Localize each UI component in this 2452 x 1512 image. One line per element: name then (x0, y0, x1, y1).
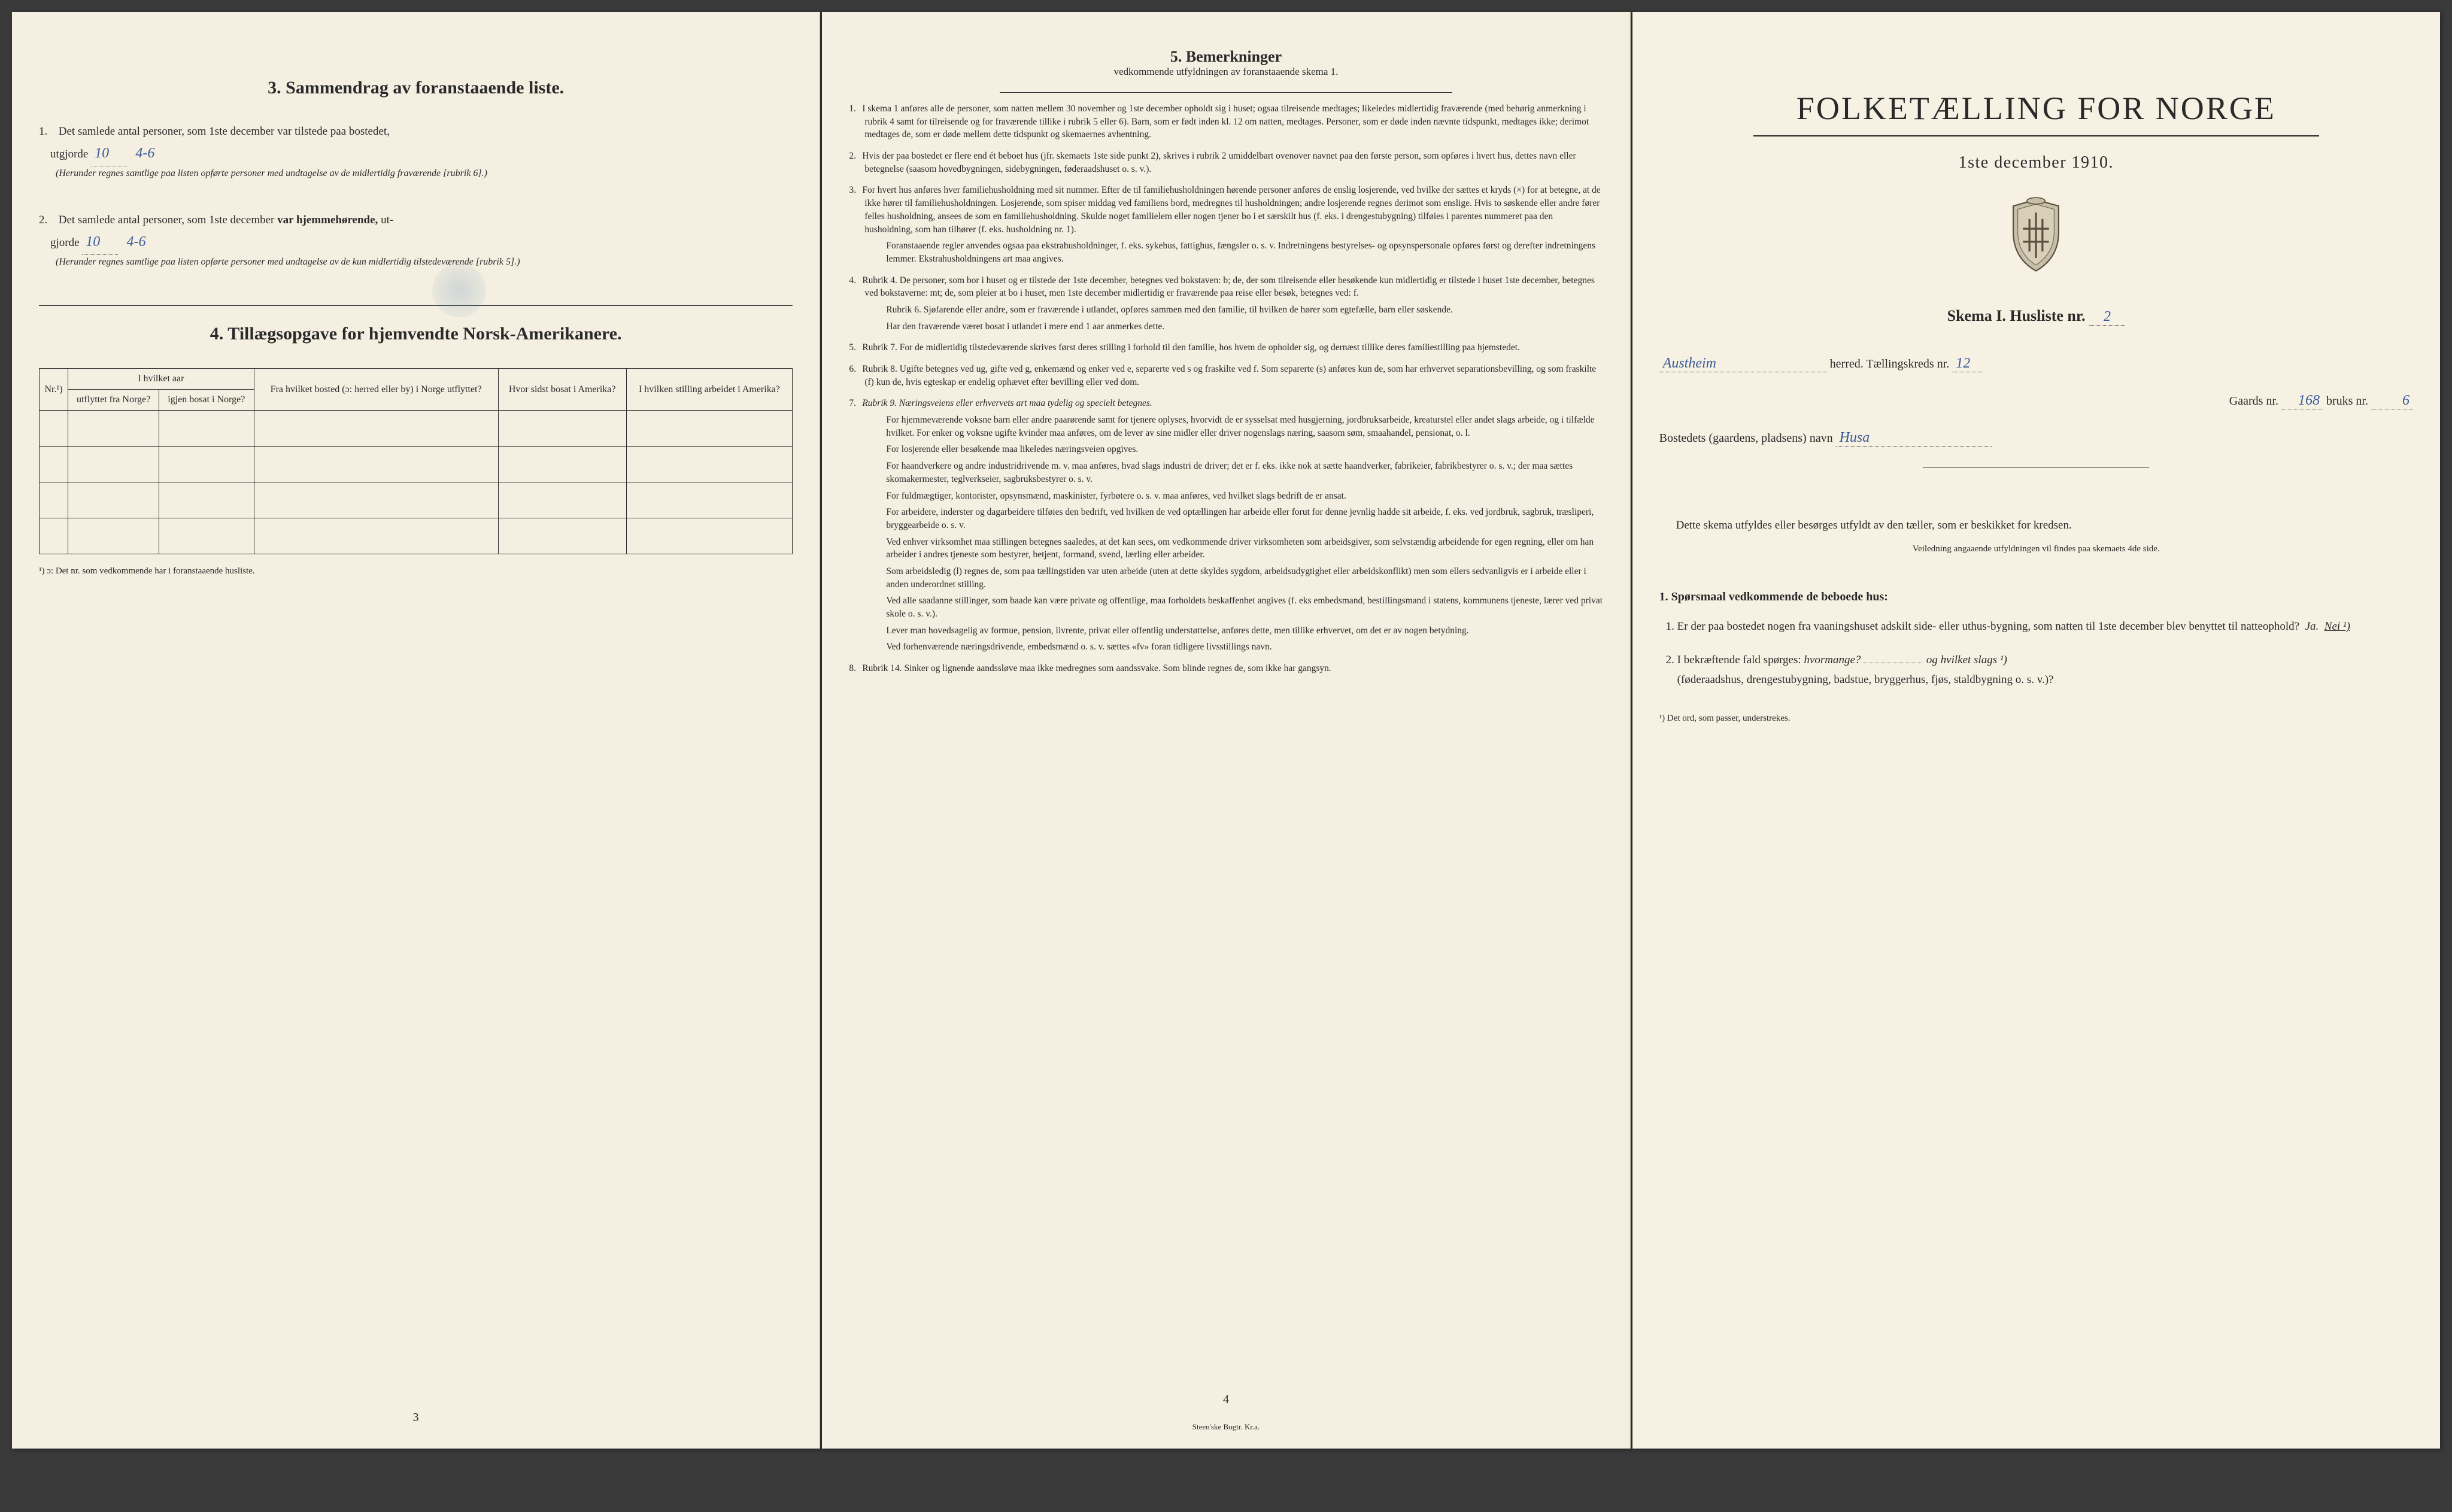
title-rule (1753, 135, 2319, 136)
coat-of-arms-icon (1659, 196, 2413, 277)
table-row (40, 411, 793, 447)
heading-rule (1000, 92, 1452, 93)
bem-item: 1.I skema 1 anføres alle de personer, so… (849, 102, 1603, 141)
amerikaner-table: Nr.¹) I hvilket aar Fra hvilket bosted (… (39, 368, 793, 554)
th-nr: Nr.¹) (40, 369, 68, 411)
page-3: 3. Sammendrag av foranstaaende liste. 1.… (12, 12, 820, 1449)
instruction-para: Dette skema utfyldes eller besørges utfy… (1659, 515, 2413, 536)
th-stilling: I hvilken stilling arbeidet i Amerika? (626, 369, 793, 411)
census-date: 1ste december 1910. (1659, 153, 2413, 172)
nei-selected: Nei ¹) (2324, 620, 2350, 633)
section-5-sub: vedkommende utfyldningen av foranstaaend… (849, 66, 1603, 78)
gaards-row: Gaards nr. 168 bruks nr. 6 (1659, 393, 2413, 409)
bem-item: 8.Rubrik 14. Sinker og lignende aandsslø… (849, 662, 1603, 675)
question-2: I bekræftende fald spørges: hvormange? o… (1677, 651, 2413, 690)
bem-item: 6.Rubrik 8. Ugifte betegnes ved ug, gift… (849, 363, 1603, 388)
herred-row: Austheim herred. Tællingskreds nr. 12 (1659, 356, 2413, 372)
bem-item: 3.For hvert hus anføres hver familiehush… (849, 184, 1603, 265)
bemerkninger-list: 1.I skema 1 anføres alle de personer, so… (849, 102, 1603, 675)
item-2-pre: Det samlede antal personer, som 1ste dec… (59, 214, 275, 226)
page-number-4: 4 (822, 1393, 1629, 1407)
question-1: Er der paa bostedet nogen fra vaaningshu… (1677, 617, 2413, 636)
section-3-heading: 3. Sammendrag av foranstaaende liste. (39, 78, 793, 98)
th-group: I hvilket aar (68, 369, 254, 390)
section-5-heading: 5. Bemerkninger (849, 48, 1603, 66)
item-1-value-2: 4-6 (135, 145, 154, 161)
bosted-value: Husa (1840, 430, 1870, 445)
bem-item: 5.Rubrik 7. For de midlertidig tilstedev… (849, 341, 1603, 354)
table-row (40, 482, 793, 518)
herred-value: Austheim (1663, 356, 1716, 371)
husliste-nr: 2 (2104, 309, 2111, 324)
document-spread: 3. Sammendrag av foranstaaende liste. 1.… (12, 12, 2440, 1449)
item-2: 2. Det samlede antal personer, som 1ste … (39, 211, 793, 269)
kreds-nr: 12 (1956, 356, 1970, 371)
item-2-label: gjorde (50, 236, 80, 249)
th-igjen: igjen bosat i Norge? (159, 390, 254, 411)
cover-footnote: ¹) Det ord, som passer, understrekes. (1659, 714, 2413, 724)
page-number-3: 3 (12, 1411, 820, 1425)
gaards-nr: 168 (2298, 393, 2320, 408)
table-footnote: ¹) ɔ: Det nr. som vedkommende har i fora… (39, 566, 793, 576)
question-heading: 1. Spørsmaal vedkommende de beboede hus: (1659, 590, 2413, 604)
main-title: FOLKETÆLLING FOR NORGE (1659, 90, 2413, 127)
question-list: Er der paa bostedet nogen fra vaaningshu… (1659, 617, 2413, 690)
item-2-note: (Herunder regnes samtlige paa listen opf… (56, 255, 793, 269)
page-4: 5. Bemerkninger vedkommende utfyldningen… (822, 12, 1630, 1449)
item-2-value-1: 10 (86, 234, 100, 250)
cover-page: FOLKETÆLLING FOR NORGE 1ste december 191… (1632, 12, 2440, 1449)
section-4-heading: 4. Tillægsopgave for hjemvendte Norsk-Am… (39, 324, 793, 344)
bruks-nr: 6 (2402, 393, 2409, 408)
item-1-label: utgjorde (50, 148, 88, 160)
item-2-bold: var hjemmehørende, (277, 214, 378, 226)
bem-item: 4.Rubrik 4. De personer, som bor i huset… (849, 274, 1603, 333)
table-row (40, 518, 793, 554)
th-amerika: Hvor sidst bosat i Amerika? (498, 369, 626, 411)
skema-line: Skema I. Husliste nr. 2 (1659, 307, 2413, 326)
item-1-text: Det samlede antal personer, som 1ste dec… (59, 125, 390, 138)
item-2-num: 2. (39, 211, 56, 230)
item-1-value-1: 10 (95, 145, 109, 161)
table-row (40, 447, 793, 482)
item-2-value-2: 4-6 (127, 234, 146, 250)
item-1-num: 1. (39, 122, 56, 141)
instruction-small: Veiledning angaaende utfyldningen vil fi… (1659, 544, 2413, 554)
printer-mark: Steen'ske Bogtr. Kr.a. (822, 1422, 1629, 1432)
th-utflyttet: utflyttet fra Norge? (68, 390, 159, 411)
item-1: 1. Det samlede antal personer, som 1ste … (39, 122, 793, 181)
bem-item: 2.Hvis der paa bostedet er flere end ét … (849, 150, 1603, 175)
th-bosted: Fra hvilket bosted (ɔ: herred eller by) … (254, 369, 498, 411)
circular-stamp (432, 263, 486, 317)
item-1-note: (Herunder regnes samtlige paa listen opf… (56, 166, 793, 181)
bem-item: 7.Rubrik 9. Næringsveiens eller erhverve… (849, 397, 1603, 654)
bosted-row: Bostedets (gaardens, pladsens) navn Husa (1659, 430, 2413, 447)
